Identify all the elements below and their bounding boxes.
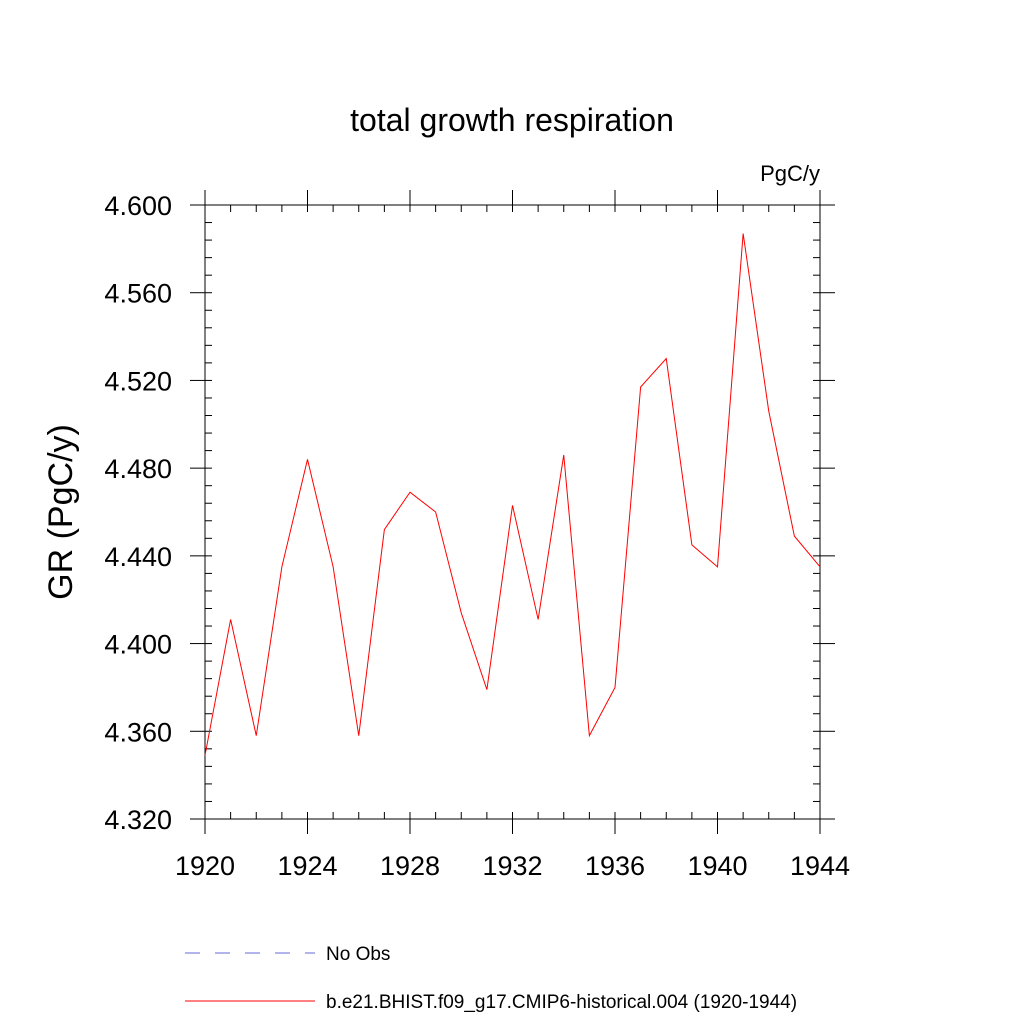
series-lines [204,233,821,756]
x-tick-label: 1940 [687,851,747,881]
x-tick-labels: 1920 1924 1928 1932 1936 1940 1944 [175,851,850,881]
minor-ticks [204,204,821,820]
legend-label-historical: b.e21.BHIST.f09_g17.CMIP6-historical.004… [326,992,797,1013]
y-tick-label: 4.480 [104,454,172,484]
chart-title: total growth respiration [350,102,674,138]
y-tick-label: 4.440 [104,542,172,572]
series-line-0 [204,233,821,756]
y-axis-label: GR (PgC/y) [42,424,80,600]
plot-frame [204,204,821,820]
x-tick-label: 1920 [175,851,235,881]
y-tick-label: 4.360 [104,717,172,747]
y-tick-label: 4.600 [104,191,172,221]
legend-label-no-obs: No Obs [326,944,390,965]
y-tick-label: 4.400 [104,630,172,660]
y-tick-label: 4.320 [104,805,172,835]
x-tick-label: 1924 [277,851,337,881]
x-tick-label: 1932 [482,851,542,881]
y-tick-label: 4.560 [104,279,172,309]
y-tick-label: 4.520 [104,366,172,396]
x-tick-label: 1936 [585,851,645,881]
x-tick-label: 1944 [790,851,850,881]
legend: No Obs b.e21.BHIST.f09_g17.CMIP6-histori… [185,944,797,1013]
units-label: PgC/y [760,161,820,186]
major-ticks [190,190,835,834]
x-tick-label: 1928 [380,851,440,881]
y-tick-labels: 4.320 4.360 4.400 4.440 4.480 4.520 4.560 4.600 [104,191,172,835]
